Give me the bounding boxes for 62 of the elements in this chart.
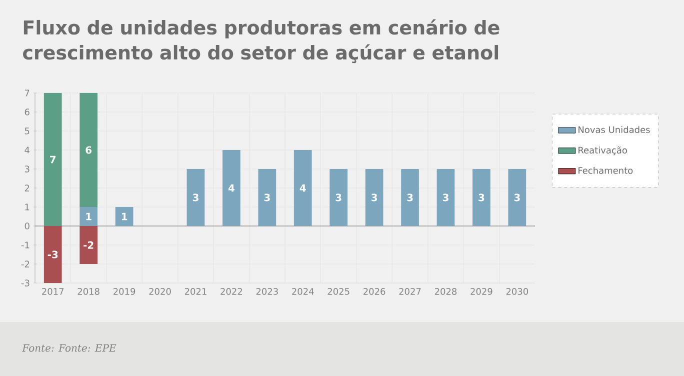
y-tick-label: 1 (25, 204, 30, 210)
x-tick-label: 2028 (434, 288, 457, 295)
y-tick-label: 4 (24, 146, 30, 154)
bar (186, 169, 205, 226)
data-label: -2 (84, 241, 94, 249)
chart-title: Fluxo de unidades produtoras em cenário de crescimento alto do setor de açúcar e etanol (23, 19, 500, 64)
data-label: 3 (264, 194, 270, 202)
data-label: 6 (86, 146, 92, 154)
y-tick-label: -2 (21, 260, 30, 268)
bar (401, 169, 419, 226)
y-tick-label: 2 (24, 184, 30, 192)
x-tick-label: 2026 (364, 288, 386, 295)
y-tick-label: 3 (24, 166, 30, 172)
bar (508, 169, 526, 226)
y-tick-label: 7 (24, 90, 30, 96)
data-label: 1 (86, 212, 92, 220)
data-label: 3 (371, 194, 377, 202)
data-label: 3 (514, 194, 520, 202)
data-label: 3 (478, 194, 484, 202)
bar (330, 169, 348, 226)
data-label: -3 (48, 250, 58, 258)
data-label: 4 (300, 184, 306, 192)
bar (472, 169, 490, 226)
x-tick-label: 2024 (292, 288, 314, 295)
x-tick-label: 2021 (184, 288, 206, 295)
y-tick-label: -1 (21, 242, 30, 248)
bar (436, 169, 455, 226)
bar (258, 169, 276, 226)
bar (80, 226, 98, 264)
x-tick-label: 2029 (470, 288, 492, 295)
x-tick-label: 2019 (114, 288, 136, 295)
x-tick-label: 2017 (42, 288, 64, 295)
x-tick-label: 2022 (220, 288, 242, 295)
x-tick-label: 2025 (328, 288, 350, 295)
bar (44, 93, 62, 226)
data-label: 4 (228, 184, 234, 192)
bar (294, 150, 312, 226)
source-note: Fonte: Fonte: EPE (22, 344, 116, 352)
bar (115, 207, 134, 226)
y-tick-label: 6 (24, 108, 30, 116)
x-tick-label: 2020 (149, 288, 171, 295)
x-tick-label: 2023 (256, 288, 278, 295)
data-label: 1 (122, 212, 128, 220)
x-tick-label: 2030 (506, 288, 528, 295)
legend-label: Novas Unidades (578, 126, 650, 134)
y-tick-label: 0 (24, 222, 30, 230)
x-tick-label: 2018 (78, 288, 100, 295)
bar (365, 169, 384, 226)
data-label: 7 (50, 156, 56, 164)
y-tick-label: 5 (24, 128, 30, 134)
legend-label: Reativação (578, 146, 627, 156)
data-label: 3 (192, 194, 198, 202)
bar (80, 207, 98, 226)
bar (222, 150, 240, 226)
y-tick-label: -3 (21, 280, 30, 286)
data-label: 3 (442, 194, 448, 202)
data-label: 3 (336, 194, 342, 202)
data-label: 3 (407, 194, 413, 202)
legend-label: Fechamento (578, 166, 633, 174)
bar (44, 226, 62, 283)
bar (80, 93, 98, 207)
x-tick-label: 2027 (399, 288, 421, 295)
